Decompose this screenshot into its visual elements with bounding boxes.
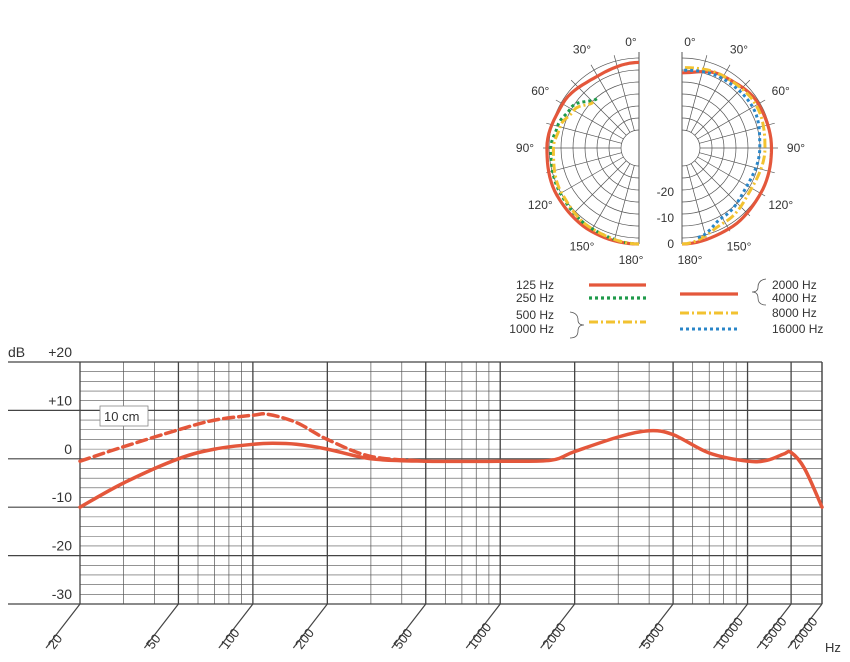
legend-label: 8000 Hz [772,306,817,320]
polar-angle-label: 90° [787,141,805,155]
polar-angle-label: 0° [684,35,696,49]
polar-series-line [545,60,640,246]
legend-label: 16000 Hz [772,322,823,336]
polar-spoke [570,79,627,136]
x-tick-mark [391,603,427,649]
polar-radial-tick: -20 [657,185,675,199]
polar-ring [620,129,640,167]
x-tick-mark [143,603,179,649]
x-tick-label: 20000 [787,614,821,652]
x-tick-mark [540,603,576,649]
legend-label: 2000 Hz [772,278,817,292]
annotation-label: 10 cm [104,409,139,424]
x-axis-label: Hz [825,640,841,655]
polar-angle-label: 90° [516,141,534,155]
polar-pattern-chart: 180° 150° 120° 90° 60° 30° 0° 180° 150° 120° 90° 60… [516,35,805,267]
polar-angle-label: 120° [528,198,553,212]
polar-angle-label: 60° [531,84,549,98]
polar-spoke [694,79,751,136]
y-tick-label: 0 [64,441,72,457]
y-tick-label: -10 [52,489,72,505]
x-tick-label: 5000 [638,620,668,652]
polar-angle-label: 150° [570,240,595,254]
response-series-line [78,428,824,509]
polar-spoke [613,165,635,241]
x-tick-mark [787,603,823,649]
polar-series-line [551,100,640,246]
annotation-box [99,405,149,427]
x-tick-label: 20 [45,631,66,652]
polar-spoke [546,152,622,174]
polar-spoke [555,99,624,140]
x-tick-mark [292,603,328,649]
polar-angle-label: 180° [678,253,703,267]
polar-ring [681,129,701,167]
x-tick-label: 10000 [712,614,746,652]
x-tick-label: 15000 [756,614,790,652]
polar-angle-label: 150° [727,240,752,254]
polar-spoke [555,156,624,197]
polar-series-line [681,66,767,246]
y-tick-label: +20 [48,344,72,360]
x-tick-label: 500 [390,626,415,652]
polar-radial-tick: -10 [657,211,675,225]
x-tick-label: 50 [143,631,164,652]
x-tick-mark [638,603,674,649]
x-tick-label: 2000 [539,620,569,652]
polar-angle-label: 180° [619,253,644,267]
legend-label: 1000 Hz [509,322,554,336]
polar-angle-label: 120° [768,198,793,212]
polar-angle-label: 60° [772,84,790,98]
x-tick-mark [218,603,254,649]
y-tick-label: -30 [52,586,72,602]
response-series-line [78,412,428,463]
x-tick-mark [713,603,749,649]
polar-series-line [549,97,640,246]
legend-label: 125 Hz [516,278,554,292]
x-tick-mark [756,603,792,649]
polar-spoke [690,163,731,232]
polar-spoke [697,99,766,140]
polar-angle-label: 30° [730,42,748,56]
polar-series-line [682,68,762,239]
legend-label: 500 Hz [516,308,554,322]
polar-spoke [590,163,631,232]
polar-angle-label: 0° [625,35,637,49]
x-tick-label: 1000 [465,620,495,652]
polar-spoke [570,160,627,217]
y-tick-label: +10 [48,392,72,408]
polar-angle-label: 30° [573,42,591,56]
legend-label: 250 Hz [516,291,554,305]
frequency-response-chart: +20 +10 0 -10 -20 -30 dB 20 50 100 200 500 1000 2000 5… [8,344,841,655]
x-tick-label: 100 [217,626,242,652]
polar-radial-tick: 0 [667,237,674,251]
y-tick-label: -20 [52,538,72,554]
polar-spoke [686,165,708,241]
x-tick-mark [465,603,501,649]
legend-brace [751,278,767,306]
x-tick-mark [45,603,81,649]
x-tick-label: 200 [292,626,317,652]
polar-spoke [697,156,766,197]
y-axis-label: dB [8,344,25,360]
legend-label: 4000 Hz [772,291,817,305]
legend-brace [569,311,585,339]
